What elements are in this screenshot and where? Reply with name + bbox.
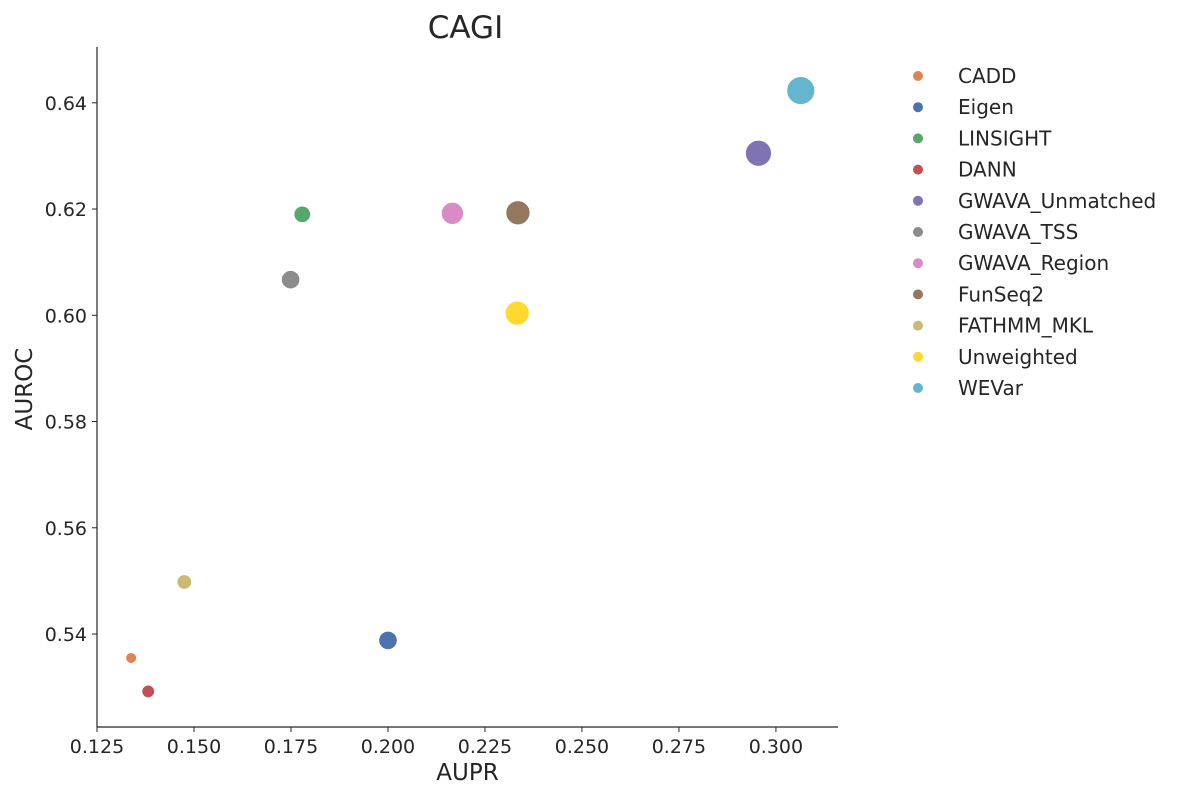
legend-marker bbox=[913, 133, 923, 144]
legend-marker bbox=[913, 320, 923, 331]
y-tick-label: 0.56 bbox=[45, 518, 87, 540]
point-gwava-region bbox=[440, 201, 465, 225]
y-axis-label: AUROC bbox=[12, 348, 38, 431]
x-tick-label: 0.250 bbox=[555, 736, 609, 758]
legend-item: FATHMM_MKL bbox=[913, 314, 1094, 338]
legend-item: Unweighted bbox=[913, 345, 1078, 369]
data-points bbox=[125, 76, 816, 699]
legend-marker bbox=[913, 258, 923, 269]
y-tick-label: 0.64 bbox=[45, 93, 87, 115]
point-eigen bbox=[378, 630, 398, 651]
legend-item: LINSIGHT bbox=[913, 126, 1052, 150]
legend-item: DANN bbox=[913, 158, 1017, 182]
x-tick-label: 0.200 bbox=[361, 736, 415, 758]
legend-item: GWAVA_Unmatched bbox=[913, 189, 1156, 213]
legend-item: GWAVA_Region bbox=[913, 251, 1109, 275]
legend-marker bbox=[913, 383, 923, 393]
legend-label: Unweighted bbox=[958, 345, 1078, 369]
y-tick-label: 0.54 bbox=[45, 624, 87, 646]
legend-label: CADD bbox=[958, 64, 1016, 88]
legend-marker bbox=[913, 195, 923, 206]
chart-title: CAGI bbox=[428, 10, 503, 46]
x-tick-label: 0.225 bbox=[458, 736, 512, 758]
x-tick-label: 0.275 bbox=[652, 736, 706, 758]
legend-label: GWAVA_Region bbox=[958, 251, 1109, 275]
x-tick-label: 0.150 bbox=[167, 736, 221, 758]
point-linsight bbox=[293, 205, 312, 224]
legend-marker bbox=[913, 227, 923, 237]
x-tick-label: 0.300 bbox=[749, 736, 803, 758]
legend-label: FATHMM_MKL bbox=[958, 314, 1094, 338]
legend-label: GWAVA_Unmatched bbox=[958, 189, 1156, 213]
point-cadd bbox=[125, 651, 138, 664]
x-tick-label: 0.175 bbox=[264, 736, 318, 758]
legend-label: GWAVA_TSS bbox=[958, 220, 1078, 244]
legend-item: GWAVA_TSS bbox=[913, 220, 1078, 244]
legend-label: LINSIGHT bbox=[958, 126, 1052, 150]
point-gwava-unmatched bbox=[744, 139, 773, 167]
legend-item: WEVar bbox=[913, 376, 1024, 400]
legend-item: Eigen bbox=[913, 95, 1014, 119]
legend-label: FunSeq2 bbox=[958, 282, 1044, 306]
legend-marker bbox=[913, 71, 923, 81]
point-wevar bbox=[786, 76, 816, 106]
legend-marker bbox=[913, 164, 923, 175]
legend-marker bbox=[913, 351, 923, 362]
y-tick-label: 0.58 bbox=[45, 412, 87, 434]
point-funseq2 bbox=[505, 200, 531, 226]
legend-item: CADD bbox=[913, 64, 1016, 88]
y-tick-label: 0.60 bbox=[45, 305, 87, 327]
legend-marker bbox=[913, 289, 923, 300]
legend: CADD Eigen LINSIGHT DANN GWAVA_Unmatched GWAV… bbox=[913, 64, 1156, 400]
legend-label: DANN bbox=[958, 158, 1017, 182]
x-tick-label: 0.125 bbox=[70, 736, 124, 758]
point-gwava-tss bbox=[280, 269, 301, 290]
legend-label: WEVar bbox=[958, 376, 1024, 400]
legend-marker bbox=[913, 102, 923, 113]
y-tick-label: 0.62 bbox=[45, 199, 87, 221]
point-unweighted bbox=[504, 300, 530, 326]
point-dann bbox=[141, 684, 156, 699]
legend-item: FunSeq2 bbox=[913, 282, 1044, 306]
x-axis-label: AUPR bbox=[436, 760, 498, 786]
point-fathmm-mkl bbox=[176, 574, 193, 590]
legend-label: Eigen bbox=[958, 95, 1014, 119]
axes: 0.125 0.150 0.175 0.200 0.225 0.250 0.275 0.300… bbox=[12, 10, 838, 786]
